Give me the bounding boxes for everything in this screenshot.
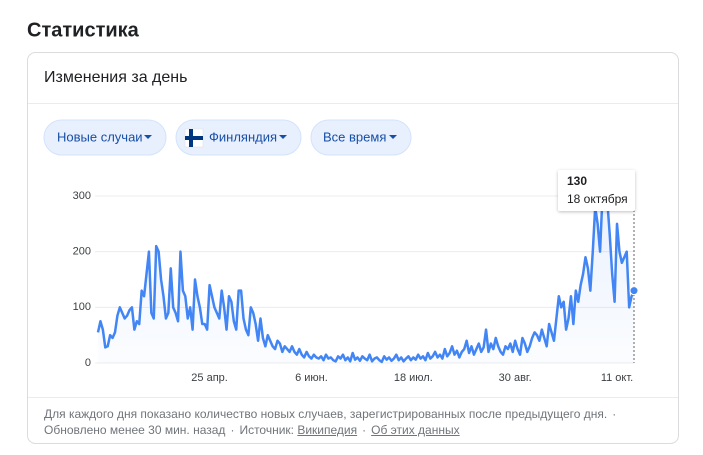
- flag: [184, 128, 204, 148]
- x-tick-label: 30 авг.: [499, 372, 532, 384]
- x-tick-label: 25 апр.: [191, 372, 228, 384]
- y-tick-label: 300: [73, 190, 91, 202]
- x-tick-label: 18 июл.: [394, 372, 433, 384]
- source-link[interactable]: Википедия: [297, 423, 358, 437]
- separator: ·: [612, 407, 617, 421]
- footer: Для каждого дня показано количество новы…: [44, 406, 674, 438]
- tooltip: 130 18 октября: [558, 170, 635, 211]
- tooltip-date: 18 октября: [567, 192, 628, 206]
- plot: 0 100 200 300 25 апр. 6 июн. 18 июл. 30 авг. 11 …: [73, 170, 639, 384]
- y-tick-label: 0: [85, 357, 91, 369]
- y-tick-label: 200: [73, 246, 91, 258]
- footer-note: Для каждого дня показано количество новы…: [44, 407, 608, 421]
- dropdown-arrow: [389, 135, 397, 139]
- source-label: Источник:: [239, 423, 294, 437]
- y-tick-label: 100: [73, 301, 91, 313]
- x-tick-label: 6 июн.: [295, 372, 328, 384]
- chip-label[interactable]: Новые случаи: [57, 129, 143, 144]
- dropdown-arrow: [279, 135, 287, 139]
- filter-chip[interactable]: Новые случаи: [43, 119, 167, 156]
- line: [96, 183, 636, 364]
- separator: ·: [230, 423, 235, 437]
- updated: Обновлено менее 30 мин. назад: [44, 423, 226, 437]
- card: [27, 52, 679, 444]
- about-link[interactable]: Об этих данных: [371, 423, 460, 437]
- filter-chip[interactable]: Финляндия: [175, 119, 302, 156]
- card-title: Изменения за день: [44, 69, 187, 86]
- separator: ·: [362, 423, 367, 437]
- x-tick-label: 11 окт.: [601, 372, 633, 384]
- dropdown-arrow: [144, 135, 152, 139]
- area: [98, 184, 634, 363]
- chip-label[interactable]: Все время: [323, 129, 386, 144]
- chip-label[interactable]: Финляндия: [209, 129, 277, 144]
- page-title: Статистика: [27, 19, 140, 41]
- tooltip-box: [558, 170, 635, 211]
- hover-point: [629, 286, 639, 296]
- tooltip-value: 130: [567, 174, 587, 188]
- filter-chip[interactable]: Все время: [310, 119, 412, 156]
